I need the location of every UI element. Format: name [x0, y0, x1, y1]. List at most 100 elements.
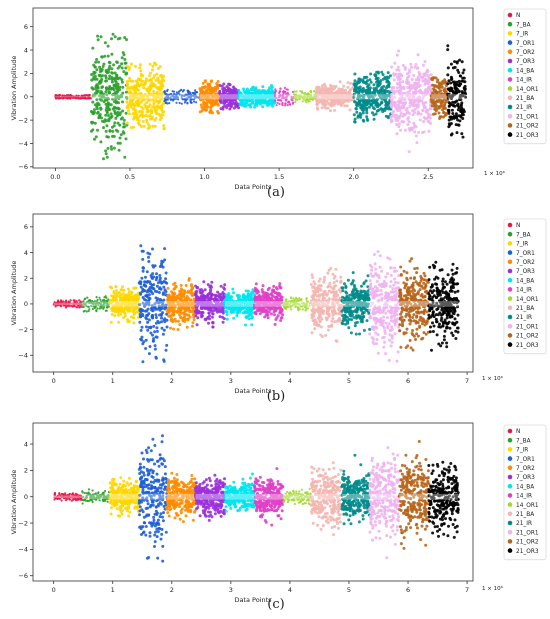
legend-label-7_OR1: 7_OR1 — [516, 41, 535, 47]
point-7_BA — [86, 297, 88, 299]
point-14_IR — [275, 291, 278, 294]
legend-marker-21_IR — [508, 105, 513, 110]
point-7_IR — [132, 107, 135, 110]
point-7_BA — [115, 60, 118, 63]
point-21_IR — [353, 113, 356, 116]
point-7_OR1 — [172, 99, 174, 101]
point-14_BA — [237, 307, 240, 310]
legend-marker-7_OR3 — [508, 59, 513, 64]
point-7_IR — [134, 91, 137, 94]
point-14_BA — [245, 91, 248, 94]
point-7_BA — [113, 84, 116, 87]
point-21_BA — [321, 87, 324, 90]
point-7_OR1 — [146, 321, 149, 324]
point-7_OR1 — [141, 326, 144, 329]
point-21_BA — [341, 88, 344, 91]
point-21_IR — [353, 89, 356, 92]
point-21_BA — [322, 102, 325, 105]
point-7_BA — [123, 58, 126, 61]
point-7_BA — [107, 108, 110, 111]
series-core-21_OR1 — [391, 94, 431, 99]
point-7_IR — [128, 66, 131, 69]
point-21_OR3 — [463, 88, 466, 91]
point-7_IR — [127, 106, 130, 109]
point-21_IR — [384, 89, 387, 92]
point-7_IR — [127, 109, 130, 112]
point-7_BA — [90, 130, 93, 133]
point-7_IR — [151, 65, 154, 68]
point-7_BA — [102, 157, 105, 160]
point-7_OR2 — [212, 91, 215, 94]
point-7_OR2 — [206, 82, 209, 85]
point-21_OR3 — [456, 81, 459, 84]
point-7_OR2 — [205, 90, 208, 93]
point-7_IR — [148, 86, 151, 89]
point-7_OR2 — [189, 316, 192, 319]
point-7_OR3 — [209, 284, 212, 287]
point-21_OR1 — [427, 109, 430, 112]
point-21_OR1 — [394, 73, 397, 76]
point-7_BA — [115, 129, 118, 132]
point-21_OR3 — [447, 109, 450, 112]
point-7_IR — [114, 285, 117, 288]
point-7_IR — [129, 298, 132, 301]
point-7_BA — [105, 135, 108, 138]
point-7_OR2 — [191, 321, 194, 324]
point-21_OR1 — [422, 120, 425, 123]
point-14_IR — [279, 103, 281, 105]
point-7_BA — [99, 307, 101, 309]
point-21_BA — [337, 87, 340, 90]
point-N — [67, 305, 69, 307]
point-14_IR — [270, 292, 273, 295]
legend-marker-7_IR — [508, 31, 513, 36]
point-7_OR2 — [208, 89, 211, 92]
point-7_OR3 — [195, 290, 198, 293]
point-7_IR — [139, 69, 142, 72]
point-7_BA — [125, 112, 128, 115]
point-7_IR — [161, 75, 164, 78]
point-21_OR2 — [443, 90, 446, 93]
point-21_BA — [329, 84, 332, 87]
series-core-21_IR — [354, 94, 391, 99]
series-core-7_OR1 — [164, 95, 200, 99]
point-14_BA — [239, 308, 242, 311]
point-7_OR2 — [170, 295, 173, 298]
point-21_OR1 — [401, 86, 404, 89]
point-7_OR1 — [146, 314, 149, 317]
point-21_OR1 — [402, 64, 405, 67]
point-7_OR1 — [148, 253, 151, 256]
point-21_BA — [343, 104, 346, 107]
point-14_BA — [247, 314, 250, 317]
point-7_OR3 — [215, 307, 218, 310]
point-7_BA — [123, 119, 126, 122]
point-21_BA — [320, 99, 323, 102]
point-14_IR — [279, 90, 281, 92]
point-21_OR1 — [405, 78, 408, 81]
point-21_OR1 — [406, 72, 409, 75]
point-21_OR1 — [397, 104, 400, 107]
point-7_IR — [163, 127, 166, 130]
point-21_IR — [353, 100, 356, 103]
point-7_OR2 — [202, 82, 205, 85]
point-7_OR1 — [151, 264, 154, 267]
point-7_OR3 — [218, 91, 221, 94]
point-7_OR2 — [179, 308, 182, 311]
point-14_BA — [248, 293, 251, 296]
point-7_BA — [99, 70, 102, 73]
point-7_OR3 — [198, 288, 201, 291]
point-7_OR2 — [217, 80, 220, 83]
point-7_IR — [115, 289, 118, 292]
series-core-14_OR1 — [294, 95, 316, 99]
legend-marker-21_BA — [508, 96, 513, 101]
point-7_OR1 — [156, 330, 159, 333]
point-14_IR — [254, 312, 257, 315]
point-14_IR — [279, 319, 282, 322]
point-7_OR1 — [163, 317, 166, 320]
point-7_OR2 — [199, 88, 202, 91]
point-21_IR — [373, 91, 376, 94]
point-14_BA — [269, 91, 272, 94]
point-21_OR2 — [433, 76, 436, 79]
point-7_BA — [84, 310, 86, 312]
point-21_OR3 — [454, 66, 457, 69]
